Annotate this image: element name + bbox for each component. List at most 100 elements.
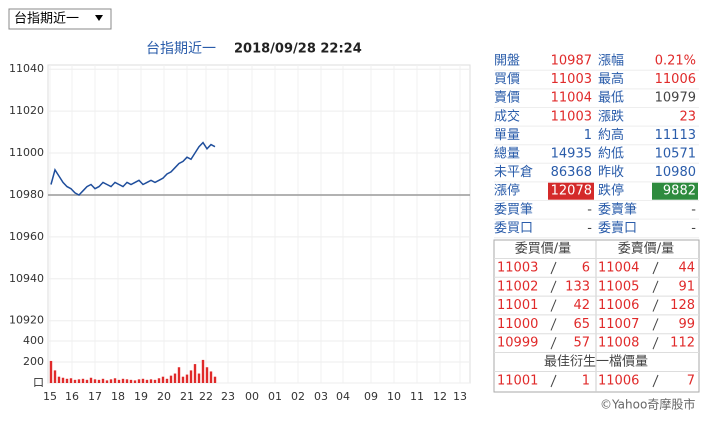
- volume-bar: [57, 376, 61, 383]
- volume-bar: [121, 378, 125, 383]
- x-tick-label: 00: [245, 390, 259, 403]
- quote-label: 賣價: [494, 91, 520, 106]
- x-tick-label: 10: [387, 390, 401, 403]
- volume-bar: [77, 379, 81, 383]
- x-tick-label: 04: [336, 390, 350, 403]
- quote-value: 10571: [655, 147, 696, 162]
- slash: [652, 374, 659, 388]
- chart-time: 2018/09/28 22:24: [234, 42, 362, 57]
- slash: [550, 280, 557, 293]
- v-tick-label: 400: [23, 334, 44, 347]
- quote-value: 10980: [655, 165, 696, 180]
- quote-label: 漲跌: [598, 108, 624, 124]
- selector-box[interactable]: [8, 8, 112, 30]
- y-tick-label: 10960: [9, 230, 44, 243]
- slash: [652, 318, 659, 331]
- quote-value: 10979: [655, 91, 696, 106]
- book-header: 委買價/量: [515, 242, 571, 257]
- book-qty: 65: [573, 317, 590, 332]
- quote-label: 未平倉: [494, 165, 533, 180]
- chart-title: 台指期近一: [146, 41, 216, 57]
- volume-bar: [93, 379, 97, 383]
- book-price: 10999: [497, 336, 538, 351]
- limit-badge: [652, 182, 698, 200]
- book-qty: 91: [678, 279, 695, 294]
- x-tick-label: 02: [291, 390, 305, 403]
- x-tick-label: 21: [180, 390, 194, 403]
- slash: [652, 299, 659, 312]
- quote-label: 成交: [494, 108, 520, 124]
- volume-bar: [145, 379, 149, 383]
- quote-label: 約高: [598, 127, 624, 143]
- quote-label: 買價: [494, 72, 520, 87]
- quote-value: -: [587, 221, 592, 236]
- volume-bar: [101, 378, 105, 383]
- volume-bar: [49, 360, 53, 383]
- y-tick-label: 10980: [9, 188, 44, 201]
- book-price: 11000: [497, 317, 538, 332]
- quote-value: 11003: [551, 72, 592, 87]
- volume-bar: [85, 379, 89, 383]
- quote-value: 14935: [551, 147, 592, 162]
- x-tick-label: 19: [134, 390, 148, 403]
- volume-bar: [133, 380, 137, 383]
- book-qty: 112: [670, 336, 695, 351]
- y-tick-label: 11000: [9, 146, 44, 159]
- price-line: [50, 141, 216, 196]
- quote-label: 開盤: [494, 54, 520, 69]
- book-price: 11002: [497, 279, 538, 294]
- book-header: 委賣價/量: [618, 242, 674, 257]
- volume-bar: [157, 378, 161, 383]
- volume-bar: [201, 359, 205, 383]
- volume-bar: [173, 373, 177, 383]
- x-tick-label: 17: [88, 390, 102, 403]
- quote-value: 11113: [655, 128, 696, 143]
- x-tick-label: 01: [268, 390, 282, 403]
- volume-bar: [181, 376, 185, 383]
- slash: [550, 337, 557, 350]
- x-tick-label: 11: [410, 390, 424, 403]
- quote-label: 跌停: [598, 183, 624, 199]
- x-tick-label: 22: [199, 390, 213, 403]
- slash: [652, 261, 659, 275]
- book-price: 11006: [598, 298, 639, 313]
- x-tick-label: 20: [157, 390, 171, 403]
- volume-bar: [53, 370, 57, 383]
- volume-bar: [97, 379, 101, 383]
- v-tick-label: 200: [23, 355, 44, 368]
- x-tick-label: 09: [364, 390, 378, 403]
- volume-bar: [89, 377, 93, 383]
- volume-bar: [141, 378, 145, 383]
- book-price: 11005: [598, 279, 639, 294]
- x-tick-label: 23: [221, 390, 235, 403]
- selector[interactable]: 台指期近一: [14, 12, 79, 27]
- v-tick-label: 口: [33, 376, 44, 389]
- footer: ©Yahoo奇摩股市: [600, 397, 695, 412]
- x-tick-label: 15: [43, 390, 57, 403]
- quote-value: -: [587, 202, 592, 217]
- quote-value: 12078: [551, 184, 592, 199]
- volume-bar: [105, 380, 109, 383]
- book-qty: 7: [687, 374, 695, 389]
- quote-value: 23: [679, 109, 696, 124]
- quote-label: 昨收: [598, 165, 624, 180]
- x-tick-label: 03: [314, 390, 328, 403]
- quote-value: -: [691, 202, 696, 217]
- quote-label: 約低: [598, 147, 624, 162]
- x-tick-label: 16: [65, 390, 79, 403]
- x-tick-label: 13: [453, 390, 467, 403]
- quote-label: 委賣筆: [598, 202, 637, 217]
- book-qty: 6: [582, 261, 590, 276]
- book-price: 11008: [598, 336, 639, 351]
- book-price: 11004: [598, 261, 639, 276]
- slash: [550, 374, 557, 388]
- quote-label: 單量: [494, 128, 520, 143]
- dropdown-arrow[interactable]: [95, 15, 103, 21]
- x-tick-label: 18: [111, 390, 125, 403]
- volume-bar: [169, 375, 173, 383]
- volume-bar: [129, 379, 133, 383]
- book-qty: 1: [582, 374, 590, 389]
- book-price: 11003: [497, 261, 538, 276]
- volume-bar: [137, 379, 141, 383]
